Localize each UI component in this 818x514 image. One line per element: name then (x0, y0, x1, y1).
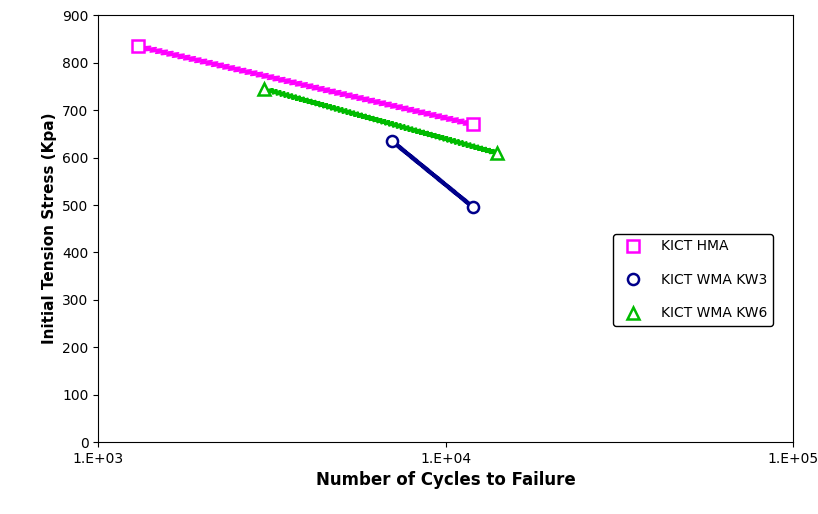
X-axis label: Number of Cycles to Failure: Number of Cycles to Failure (316, 471, 576, 489)
Legend: KICT HMA, KICT WMA KW3, KICT WMA KW6: KICT HMA, KICT WMA KW3, KICT WMA KW6 (614, 234, 773, 326)
Y-axis label: Initial Tension Stress (Kpa): Initial Tension Stress (Kpa) (42, 113, 56, 344)
